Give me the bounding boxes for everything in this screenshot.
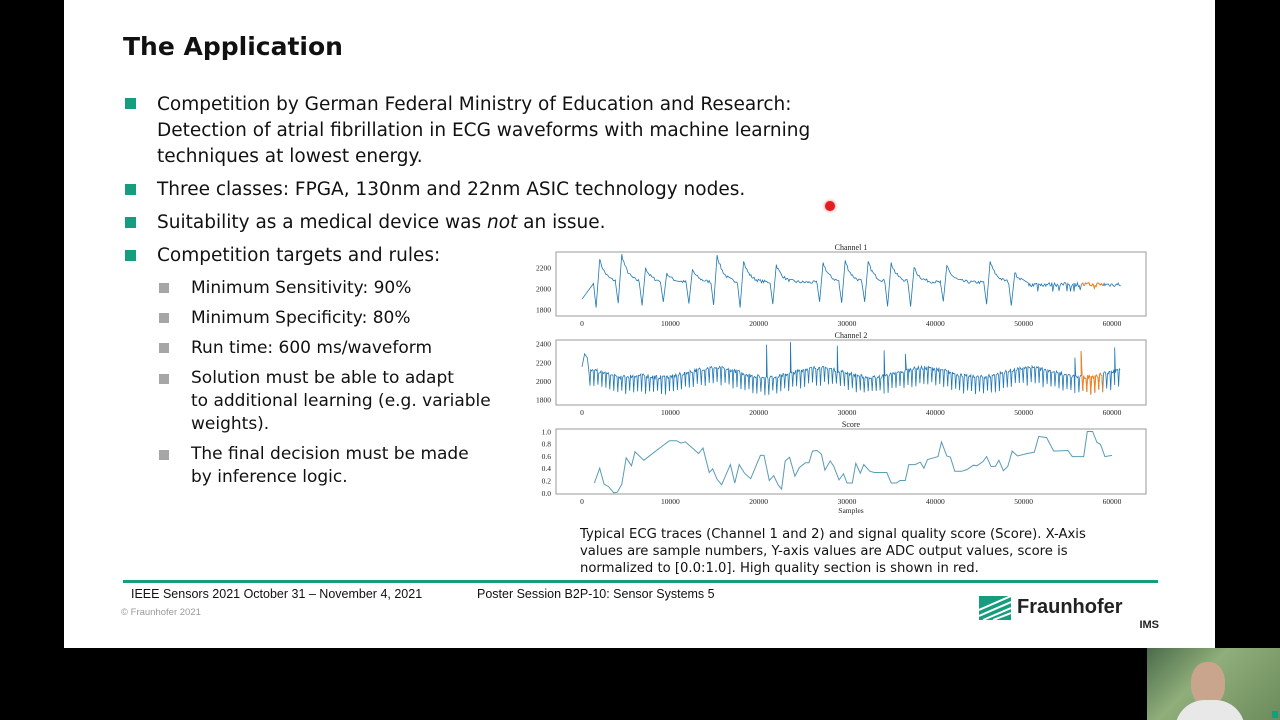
text: Suitability as a medical device was [157,212,487,233]
sub-bullet-marker [159,343,169,353]
x-tick-label: 20000 [749,408,768,417]
x-tick-label: 40000 [926,497,945,506]
bullet-competition: Competition by German Federal Ministry o… [157,92,810,170]
slide [64,0,1215,648]
x-tick-label: 0 [580,497,584,506]
x-tick-label: 0 [580,319,584,328]
caption-line: values are sample numbers, Y-axis values… [580,544,1068,559]
bullet-line: weights). [191,414,270,434]
bullet-suitability: Suitability as a medical device was not … [157,210,606,236]
x-tick-label: 50000 [1014,497,1033,506]
bullet-line: Competition by German Federal Ministry o… [157,94,792,115]
x-tick-label: 0 [580,408,584,417]
bullet-line: Solution must be able to adapt [191,368,454,388]
sub-bullet-marker [159,450,169,460]
x-tick-label: 30000 [838,497,857,506]
bullet-line: techniques at lowest energy. [157,146,423,167]
highlight-section [1080,351,1104,395]
emphasis-text: not [486,212,518,233]
y-tick-label: 1800 [536,306,551,315]
bullet-line: by inference logic. [191,467,348,487]
sub-bullet-marker [159,283,169,293]
sub-bullet-marker [159,374,169,384]
footer-divider [123,580,1158,583]
y-tick-label: 0.6 [542,452,552,461]
y-tick-label: 2200 [536,264,551,273]
sub-bullet-specificity: Minimum Specificity: 80% [191,308,411,328]
bullet-marker [125,98,136,109]
sub-bullet-adapt: Solution must be able to adapt to additi… [191,367,491,436]
caption-line: Typical ECG traces (Channel 1 and 2) and… [580,527,1086,542]
bullet-line: Detection of atrial fibrillation in ECG … [157,120,811,141]
sub-bullet-sensitivity: Minimum Sensitivity: 90% [191,278,412,298]
series-line [581,254,1121,308]
x-tick-label: 30000 [838,408,857,417]
x-tick-label: 60000 [1103,497,1122,506]
laser-pointer [825,201,835,211]
y-tick-label: 2200 [536,358,551,367]
bullet-marker [125,217,136,228]
y-tick-label: 0.8 [542,440,552,449]
bullet-marker [125,184,136,195]
highlight-section [1080,281,1104,291]
plot-frame [555,428,1147,495]
y-tick-label: 2400 [536,340,551,349]
bullet-marker [125,250,136,261]
x-tick-label: 60000 [1103,408,1122,417]
slide-title: The Application [123,32,343,61]
sub-bullet-runtime: Run time: 600 ms/waveform [191,338,433,358]
webcam-tag [1272,711,1278,718]
chart-title: Channel 1 [835,243,868,252]
series-line [593,431,1113,494]
x-tick-label: 50000 [1014,408,1033,417]
y-tick-label: 2000 [536,285,551,294]
fraunhofer-logo: Fraunhofer IMS [979,595,1159,635]
figure-caption: Typical ECG traces (Channel 1 and 2) and… [580,526,1140,577]
footer-session: Poster Session B2P-10: Sensor Systems 5 [477,587,715,601]
y-tick-label: 0.0 [542,489,552,498]
text: an issue. [517,212,606,233]
y-tick-label: 1.0 [542,427,552,436]
bullet-line: to additional learning (e.g. variable [191,391,491,411]
presenter-webcam [1147,648,1280,720]
series-line [581,341,1121,396]
bullet-classes: Three classes: FPGA, 130nm and 22nm ASIC… [157,179,746,200]
y-tick-label: 2000 [536,377,551,386]
y-tick-label: 1800 [536,395,551,404]
x-tick-label: 40000 [926,319,945,328]
logo-text: Fraunhofer [1017,596,1123,618]
x-axis-label: Samples [838,506,863,515]
y-tick-label: 0.4 [542,464,552,473]
x-tick-label: 20000 [749,319,768,328]
x-tick-label: 10000 [661,319,680,328]
logo-subtext: IMS [1139,619,1159,631]
x-tick-label: 50000 [1014,319,1033,328]
chart-title: Channel 2 [835,331,868,340]
x-tick-label: 20000 [749,497,768,506]
logo-stripes-icon [979,596,1011,620]
x-tick-label: 30000 [838,319,857,328]
copyright: © Fraunhofer 2021 [121,607,201,618]
x-tick-label: 10000 [661,408,680,417]
sub-bullet-marker [159,313,169,323]
caption-line: normalized to [0.0:1.0]. High quality se… [580,561,979,576]
y-tick-label: 0.2 [542,477,552,486]
footer-conference: IEEE Sensors 2021 October 31 – November … [131,587,423,601]
x-tick-label: 60000 [1103,319,1122,328]
presenter-body [1175,700,1245,720]
plot-frame [555,251,1147,317]
bullet-line: The final decision must be made [191,444,469,464]
chart-title: Score [842,420,861,429]
x-tick-label: 10000 [661,497,680,506]
presenter-face [1191,662,1225,706]
x-tick-label: 40000 [926,408,945,417]
bullet-targets: Competition targets and rules: [157,245,441,266]
sub-bullet-inference: The final decision must be made by infer… [191,443,469,489]
